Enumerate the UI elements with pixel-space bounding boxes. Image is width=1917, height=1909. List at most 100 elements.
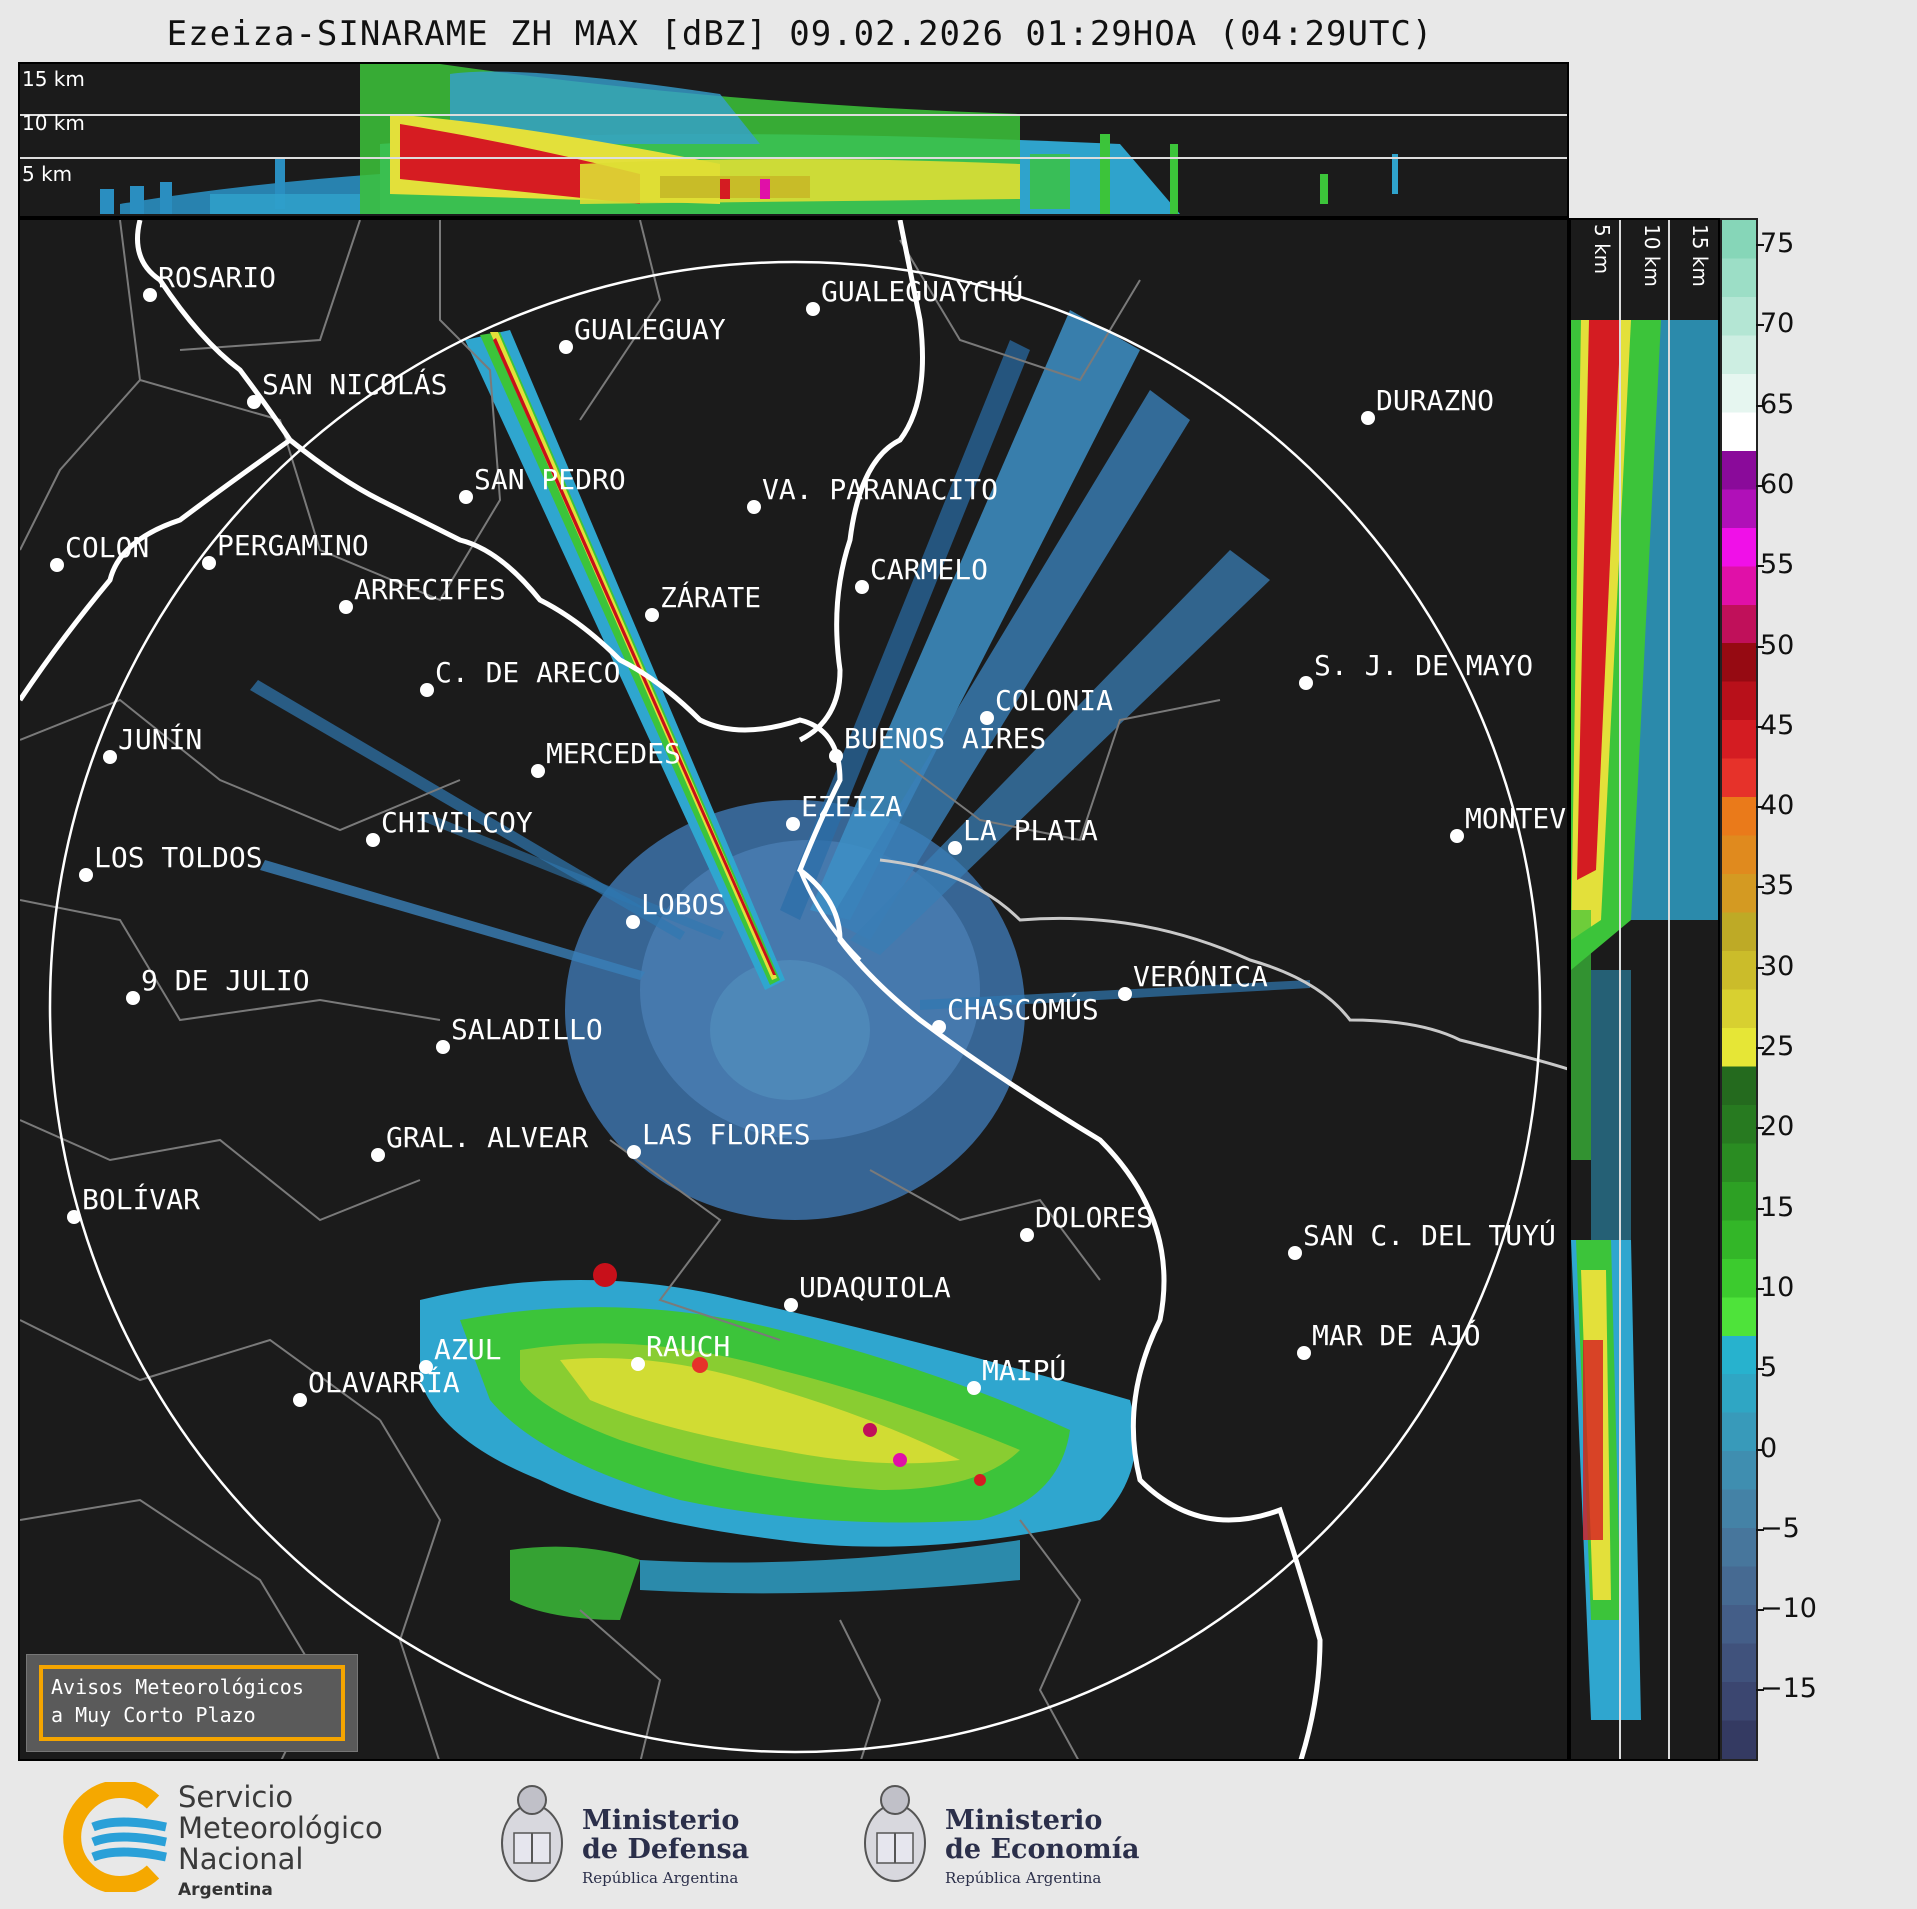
city-label: BOLÍVAR [82,1182,200,1216]
city-label: ROSARIO [158,261,276,294]
city-label: SAN NICOLÁS [262,367,447,401]
smn-line1: Servicio [178,1780,294,1814]
city-label: COLON [65,531,149,564]
city-dot [747,500,761,514]
city-dot [339,600,353,614]
colorbar-tick-label: −15 [1756,1673,1817,1705]
city-dot [371,1148,385,1162]
city-label: GUALEGUAY [574,313,726,346]
city-label: AZUL [434,1333,501,1366]
city-label: S. J. DE MAYO [1314,649,1533,682]
city-dot [806,302,820,316]
city-dot [247,395,261,409]
colorbar-tick-label: 30 [1755,950,1795,982]
city-label: UDAQUIOLA [799,1271,951,1304]
province-borders [20,220,1567,1759]
city-dot [1020,1228,1034,1242]
city-dot [1297,1346,1311,1360]
city-dot [1299,676,1313,690]
city-dot [79,868,93,882]
city-dot [948,841,962,855]
city-label: SAN C. DEL TUYÚ [1303,1218,1556,1252]
city-label: LAS FLORES [642,1118,811,1151]
city-dot [1450,829,1464,843]
city-dot [67,1210,81,1224]
city-label: PERGAMINO [217,529,369,562]
city-label: CHIVILCOY [381,806,533,839]
colorbar-tick-label: 35 [1755,870,1795,902]
colorbar-tick-label: 60 [1755,468,1795,500]
city-label: DOLORES [1035,1201,1153,1234]
colorbar-tick-label: 25 [1755,1031,1795,1062]
colorbar-tick-label: 40 [1755,790,1795,822]
city-label: COLONIA [995,684,1113,717]
radar-map[interactable]: ROSARIO GUALEGUAYCHÚ GUALEGUAY SAN NICOLÁS D… [18,218,1569,1761]
colorbar-tick-label: 55 [1755,549,1795,581]
coastline-rivers [20,220,1323,1759]
colorbar-tick-label: 50 [1755,629,1795,661]
city-dot [459,490,473,504]
city-label: GUALEGUAYCHÚ [821,274,1023,308]
side-height-label-10km: 10 km [1640,224,1664,287]
city-dot [103,750,117,764]
city-dot [420,683,434,697]
city-label: RAUCH [646,1330,730,1363]
colorbar-tick-label: 10 [1755,1271,1795,1303]
city-label: MAR DE AJÓ [1312,1318,1481,1352]
economia-line1: Ministerio [945,1805,1103,1836]
avisos-line2: a Muy Corto Plazo [51,1703,256,1727]
city-dot [1361,411,1375,425]
colorbar-tick-label: 45 [1755,709,1795,741]
city-dot [366,833,380,847]
city-dot [631,1357,645,1371]
chart-title: Ezeiza-SINARAME ZH MAX [dBZ] 09.02.2026 … [166,14,1434,54]
colorbar-tick-label: −5 [1756,1512,1800,1544]
city-label: EZEIZA [801,790,902,823]
range-ring [48,260,1542,1754]
city-dot [786,817,800,831]
defensa-text: Ministerio de Defensa República Argentin… [582,1806,749,1893]
colorbar-tick-label: 5 [1755,1352,1778,1384]
defensa-sub: República Argentina [582,1869,739,1887]
city-label: CARMELO [870,553,988,586]
colorbar-tick-label: 75 [1755,228,1795,259]
economia-line2: de Economía [945,1834,1140,1865]
city-dot [126,991,140,1005]
city-label: OLAVARRÍA [308,1365,460,1399]
smn-line3: Nacional [178,1842,304,1876]
city-dot [829,749,843,763]
defensa-seal [492,1778,572,1898]
city-dot [559,340,573,354]
city-label: MAIPÚ [982,1353,1066,1387]
height-label-10km: 10 km [22,111,85,135]
city-label: ARRECIFES [354,573,506,606]
side-height-label-15km: 15 km [1688,224,1712,287]
city-dot [626,915,640,929]
smn-country: Argentina [178,1880,273,1900]
smn-logo [58,1782,168,1892]
city-dot [784,1298,798,1312]
avisos-notice[interactable]: Avisos Meteorológicos a Muy Corto Plazo [26,1654,358,1752]
city-dot [1118,987,1132,1001]
city-label: VA. PARANACITO [762,473,998,506]
city-label: SAN PEDRO [474,463,626,496]
height-label-5km: 5 km [22,162,72,186]
city-label: VERÓNICA [1133,959,1268,993]
city-label: GRAL. ALVEAR [386,1121,588,1154]
vertical-cross-section-ns: 5 km 10 km 15 km [1569,218,1720,1761]
city-dot [932,1020,946,1034]
side-height-label-5km: 5 km [1590,224,1614,274]
city-label: DURAZNO [1376,384,1494,417]
colorbar-tick-label: 15 [1755,1191,1795,1223]
city-dot [967,1381,981,1395]
smn-logo-text: Servicio Meteorológico Nacional Argentin… [178,1782,383,1906]
city-label: ZÁRATE [660,580,761,614]
smn-logo-icon [63,1782,167,1892]
colorbar-tick-label: 65 [1755,388,1795,420]
city-dot [143,288,157,302]
city-label: LOBOS [641,888,725,921]
city-dot [436,1040,450,1054]
city-label: C. DE ARECO [435,656,620,689]
city-dot [855,580,869,594]
city-dot [202,556,216,570]
